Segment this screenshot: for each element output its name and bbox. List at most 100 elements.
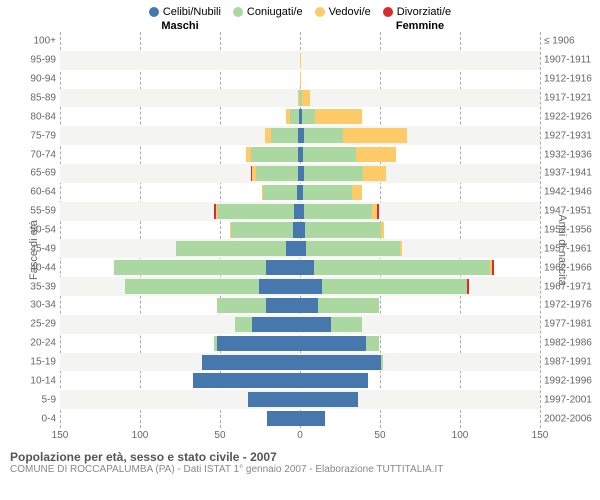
bar-segment bbox=[356, 147, 397, 162]
bar-segment bbox=[400, 241, 402, 256]
male-half bbox=[60, 334, 300, 353]
chart-area: 100+≤ 190695-991907-191190-941912-191685… bbox=[60, 32, 540, 428]
age-row: 0-42002-2006 bbox=[60, 409, 540, 428]
age-row: 95-991907-1911 bbox=[60, 51, 540, 70]
age-label: 85-89 bbox=[12, 93, 56, 104]
bar-segment bbox=[303, 185, 352, 200]
male-half bbox=[60, 371, 300, 390]
legend: Celibi/NubiliConiugati/eVedovi/eDivorzia… bbox=[0, 0, 600, 20]
male-half bbox=[60, 107, 300, 126]
bar-segment bbox=[251, 147, 298, 162]
header-male: Maschi bbox=[60, 20, 300, 32]
female-half bbox=[300, 296, 540, 315]
bar-segment bbox=[202, 355, 300, 370]
legend-label: Divorziati/e bbox=[397, 6, 451, 18]
age-label: 10-14 bbox=[12, 375, 56, 386]
bar bbox=[89, 260, 300, 275]
birth-label: 1952-1956 bbox=[544, 225, 596, 236]
birth-label: 1957-1961 bbox=[544, 243, 596, 254]
legend-label: Coniugati/e bbox=[247, 6, 303, 18]
female-half bbox=[300, 239, 540, 258]
birth-label: 1932-1936 bbox=[544, 149, 596, 160]
age-label: 50-54 bbox=[12, 225, 56, 236]
bar bbox=[204, 185, 300, 200]
bar bbox=[300, 260, 516, 275]
female-half bbox=[300, 107, 540, 126]
bar bbox=[127, 241, 300, 256]
female-half bbox=[300, 390, 540, 409]
age-label: 20-24 bbox=[12, 338, 56, 349]
bar-segment bbox=[217, 204, 294, 219]
bar-segment bbox=[217, 298, 266, 313]
x-tick: 100 bbox=[452, 430, 469, 441]
bar-segment bbox=[300, 411, 325, 426]
bar-segment bbox=[377, 204, 379, 219]
female-half bbox=[300, 371, 540, 390]
bar bbox=[140, 373, 300, 388]
bar bbox=[300, 355, 441, 370]
male-half bbox=[60, 353, 300, 372]
bar-segment bbox=[293, 222, 300, 237]
male-half bbox=[60, 70, 300, 89]
age-label: 70-74 bbox=[12, 149, 56, 160]
birth-label: 1997-2001 bbox=[544, 394, 596, 405]
age-row: 75-791927-1931 bbox=[60, 126, 540, 145]
bar-segment bbox=[302, 109, 315, 124]
bar-segment bbox=[467, 279, 470, 294]
bar-segment bbox=[322, 279, 467, 294]
age-label: 60-64 bbox=[12, 187, 56, 198]
female-half bbox=[300, 258, 540, 277]
bar-segment bbox=[266, 298, 300, 313]
bar bbox=[290, 72, 300, 87]
age-row: 15-191987-1991 bbox=[60, 353, 540, 372]
bar-segment bbox=[259, 279, 300, 294]
bar bbox=[300, 204, 438, 219]
bar bbox=[300, 298, 438, 313]
female-half bbox=[300, 89, 540, 108]
female-half bbox=[300, 409, 540, 428]
birth-label: 1967-1971 bbox=[544, 281, 596, 292]
birth-label: 1992-1996 bbox=[544, 375, 596, 386]
male-half bbox=[60, 126, 300, 145]
birth-label: 1912-1916 bbox=[544, 74, 596, 85]
bar-segment bbox=[352, 185, 362, 200]
legend-item: Celibi/Nubili bbox=[149, 6, 221, 18]
age-row: 25-291977-1981 bbox=[60, 315, 540, 334]
bar-segment bbox=[343, 128, 407, 143]
male-half bbox=[60, 145, 300, 164]
bar-segment bbox=[331, 317, 362, 332]
female-half bbox=[300, 277, 540, 296]
chart-subtitle: COMUNE DI ROCCAPALUMBA (PA) - Dati ISTAT… bbox=[10, 464, 590, 475]
bar-segment bbox=[381, 222, 385, 237]
age-label: 5-9 bbox=[12, 394, 56, 405]
birth-label: 1917-1921 bbox=[544, 93, 596, 104]
age-row: 85-891917-1921 bbox=[60, 89, 540, 108]
age-label: 80-84 bbox=[12, 111, 56, 122]
male-half bbox=[60, 221, 300, 240]
age-row: 80-841922-1926 bbox=[60, 107, 540, 126]
birth-label: 1922-1926 bbox=[544, 111, 596, 122]
bar-segment bbox=[271, 128, 298, 143]
bar bbox=[210, 411, 300, 426]
age-label: 15-19 bbox=[12, 357, 56, 368]
birth-label: 1977-1981 bbox=[544, 319, 596, 330]
age-row: 100+≤ 1906 bbox=[60, 32, 540, 51]
male-half bbox=[60, 32, 300, 51]
age-row: 65-691937-1941 bbox=[60, 164, 540, 183]
male-half bbox=[60, 239, 300, 258]
bar-segment bbox=[314, 260, 490, 275]
male-half bbox=[60, 51, 300, 70]
bar-segment bbox=[315, 109, 362, 124]
bar-segment bbox=[114, 260, 266, 275]
age-label: 75-79 bbox=[12, 130, 56, 141]
rows: 100+≤ 190695-991907-191190-941912-191685… bbox=[60, 32, 540, 428]
legend-item: Coniugati/e bbox=[233, 6, 303, 18]
gridline bbox=[540, 32, 541, 428]
female-half bbox=[300, 126, 540, 145]
bar-segment bbox=[193, 373, 300, 388]
bar-segment bbox=[266, 260, 300, 275]
bar bbox=[300, 336, 438, 351]
bar-segment bbox=[381, 355, 383, 370]
bar-segment bbox=[306, 241, 400, 256]
bar bbox=[95, 279, 300, 294]
